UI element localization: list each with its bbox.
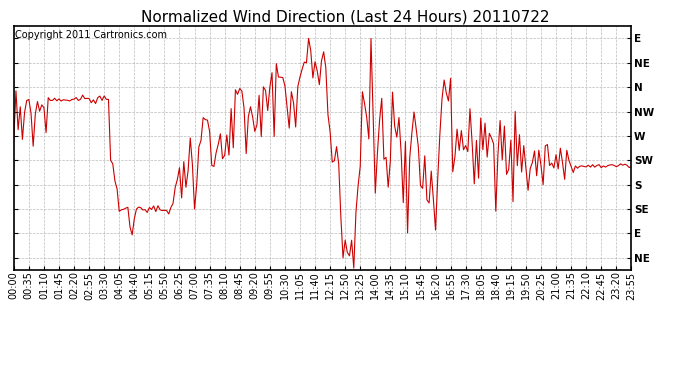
- Text: Normalized Wind Direction (Last 24 Hours) 20110722: Normalized Wind Direction (Last 24 Hours…: [141, 9, 549, 24]
- Text: Copyright 2011 Cartronics.com: Copyright 2011 Cartronics.com: [15, 30, 167, 40]
